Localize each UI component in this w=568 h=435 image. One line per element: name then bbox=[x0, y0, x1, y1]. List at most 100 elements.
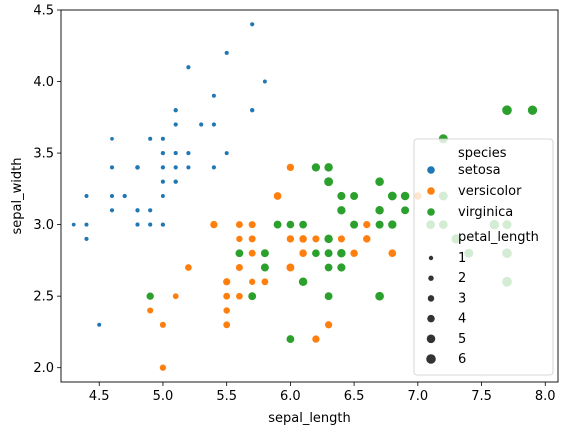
point-virginica bbox=[374, 291, 385, 302]
point-versicolor bbox=[286, 234, 295, 244]
point-setosa bbox=[160, 221, 166, 228]
legend-marker-virginica bbox=[427, 208, 435, 216]
point-setosa bbox=[172, 150, 179, 156]
y-tick-label: 2.0 bbox=[33, 361, 54, 376]
point-virginica bbox=[272, 219, 283, 230]
point-versicolor bbox=[235, 220, 244, 229]
x-tick-label: 7.0 bbox=[407, 389, 428, 404]
y-tick-label: 3.0 bbox=[33, 218, 54, 233]
point-virginica bbox=[298, 276, 309, 287]
point-versicolor bbox=[311, 234, 321, 244]
point-versicolor bbox=[235, 263, 244, 272]
point-setosa bbox=[249, 107, 256, 114]
point-setosa bbox=[223, 50, 230, 56]
point-versicolor bbox=[235, 292, 244, 301]
y-tick-label: 4.0 bbox=[33, 75, 54, 90]
point-versicolor bbox=[222, 306, 231, 315]
point-virginica bbox=[374, 219, 385, 230]
point-virginica bbox=[501, 104, 513, 116]
point-virginica bbox=[324, 262, 334, 273]
legend-label-setosa: setosa bbox=[458, 163, 501, 178]
point-setosa bbox=[185, 64, 192, 71]
point-setosa bbox=[96, 322, 102, 328]
legend-size-marker bbox=[428, 275, 434, 281]
point-virginica bbox=[260, 262, 270, 273]
point-versicolor bbox=[362, 220, 372, 229]
point-virginica bbox=[323, 176, 334, 187]
legend-marker-setosa bbox=[427, 166, 435, 174]
legend-title-petal-length: petal_length bbox=[458, 230, 539, 245]
point-virginica bbox=[400, 191, 411, 201]
y-tick-label: 2.5 bbox=[33, 290, 54, 305]
y-tick-label: 3.5 bbox=[33, 147, 54, 162]
point-virginica bbox=[387, 219, 398, 230]
point-setosa bbox=[172, 164, 179, 171]
point-setosa bbox=[223, 150, 230, 156]
x-tick-label: 5.5 bbox=[216, 389, 237, 404]
legend-label-versicolor: versicolor bbox=[458, 184, 522, 199]
point-setosa bbox=[262, 78, 268, 85]
point-setosa bbox=[83, 236, 90, 242]
x-tick-label: 4.5 bbox=[89, 389, 110, 404]
point-setosa bbox=[185, 150, 192, 156]
point-virginica bbox=[234, 248, 244, 258]
point-setosa bbox=[160, 193, 166, 199]
point-setosa bbox=[172, 121, 179, 128]
x-tick-label: 6.5 bbox=[344, 389, 365, 404]
point-virginica bbox=[323, 248, 334, 258]
point-virginica bbox=[311, 162, 321, 173]
point-setosa bbox=[109, 207, 115, 214]
point-setosa bbox=[211, 93, 217, 99]
point-versicolor bbox=[387, 248, 397, 258]
point-versicolor bbox=[184, 263, 193, 272]
point-versicolor bbox=[285, 262, 296, 273]
point-setosa bbox=[71, 222, 77, 228]
point-virginica bbox=[323, 162, 334, 173]
y-tick-label: 4.5 bbox=[33, 4, 54, 19]
point-versicolor bbox=[311, 334, 321, 344]
point-versicolor bbox=[146, 306, 154, 315]
point-versicolor bbox=[260, 277, 270, 286]
point-virginica bbox=[311, 248, 321, 258]
point-setosa bbox=[185, 164, 192, 171]
point-virginica bbox=[336, 262, 347, 273]
point-virginica bbox=[336, 191, 347, 201]
point-virginica bbox=[527, 104, 538, 116]
point-virginica bbox=[374, 205, 385, 216]
point-setosa bbox=[198, 121, 205, 128]
points-layer bbox=[71, 21, 538, 372]
point-virginica bbox=[349, 219, 359, 230]
legend-size-label: 4 bbox=[458, 312, 466, 327]
point-versicolor bbox=[159, 363, 167, 372]
point-virginica bbox=[285, 220, 295, 230]
point-versicolor bbox=[247, 220, 257, 229]
point-setosa bbox=[109, 193, 115, 199]
point-versicolor bbox=[298, 234, 308, 244]
point-versicolor bbox=[172, 292, 180, 300]
point-setosa bbox=[109, 164, 115, 171]
point-setosa bbox=[83, 221, 90, 228]
point-versicolor bbox=[209, 220, 219, 229]
point-virginica bbox=[247, 291, 257, 301]
y-axis: 2.0 2.5 3.0 3.5 4.0 4.5 bbox=[33, 4, 61, 376]
legend-size-label: 5 bbox=[458, 332, 466, 347]
point-setosa bbox=[211, 164, 217, 171]
point-versicolor bbox=[286, 163, 295, 172]
point-setosa bbox=[160, 164, 166, 171]
point-versicolor bbox=[362, 234, 372, 244]
point-setosa bbox=[147, 207, 154, 214]
x-tick-label: 8.0 bbox=[535, 389, 556, 404]
point-setosa bbox=[83, 193, 90, 199]
x-axis: 4.5 5.0 5.5 6.0 6.5 7.0 7.5 8.0 bbox=[89, 382, 556, 404]
point-versicolor bbox=[273, 191, 283, 201]
point-versicolor bbox=[222, 320, 231, 329]
point-virginica bbox=[285, 334, 296, 344]
point-setosa bbox=[134, 164, 141, 171]
x-tick-label: 6.0 bbox=[280, 389, 301, 404]
point-virginica bbox=[349, 191, 359, 201]
x-tick-label: 5.0 bbox=[153, 389, 174, 404]
legend-size-label: 6 bbox=[458, 352, 466, 367]
point-virginica bbox=[374, 176, 385, 187]
point-versicolor bbox=[298, 248, 308, 258]
